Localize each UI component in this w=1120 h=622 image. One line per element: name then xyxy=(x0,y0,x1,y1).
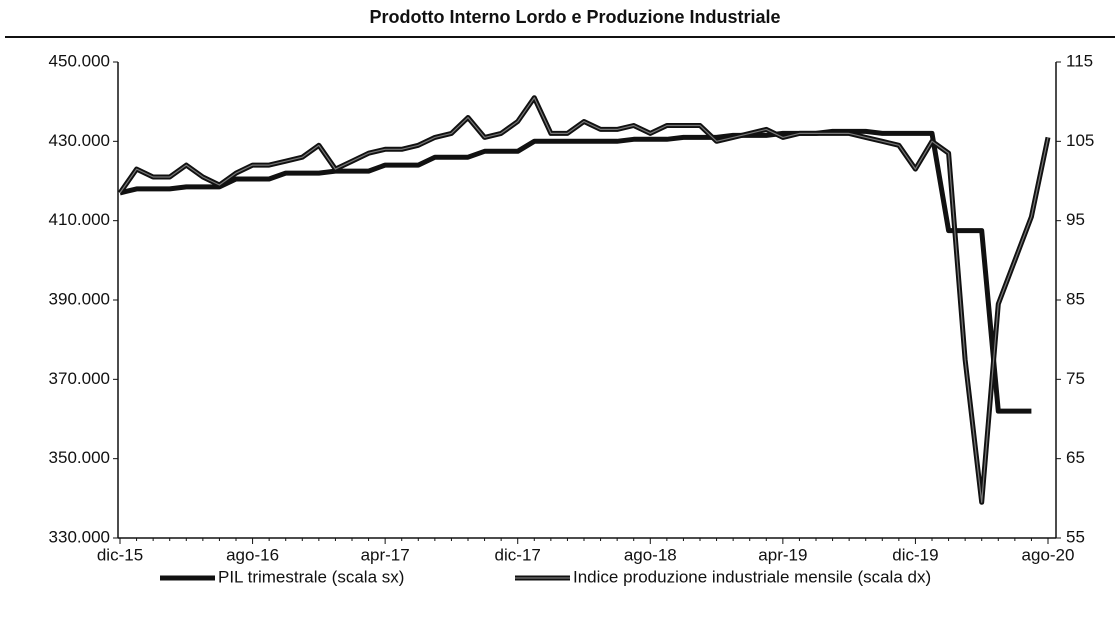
y2-tick-label: 95 xyxy=(1066,210,1085,229)
x-tick-label: dic-17 xyxy=(495,545,541,564)
y-tick-label: 450.000 xyxy=(49,51,110,70)
x-tick-label: ago-20 xyxy=(1022,545,1075,564)
legend-label: Indice produzione industriale mensile (s… xyxy=(573,567,931,586)
series-line xyxy=(119,128,1032,414)
series-line-inner xyxy=(119,97,1049,503)
y2-tick-label: 55 xyxy=(1066,527,1085,546)
legend-label: PIL trimestrale (scala sx) xyxy=(218,567,404,586)
y2-tick-label: 85 xyxy=(1066,289,1085,308)
y-tick-label: 390.000 xyxy=(49,289,110,308)
y-tick-label: 410.000 xyxy=(49,210,110,229)
y-tick-label: 430.000 xyxy=(49,131,110,150)
y2-tick-label: 105 xyxy=(1066,131,1094,150)
y2-tick-label: 115 xyxy=(1066,51,1093,70)
x-tick-label: dic-19 xyxy=(892,545,938,564)
x-tick-label: dic-15 xyxy=(97,545,143,564)
y-tick-label: 350.000 xyxy=(49,448,110,467)
y-tick-label: 330.000 xyxy=(49,527,110,546)
series-line xyxy=(117,95,1051,505)
x-tick-label: ago-16 xyxy=(226,545,279,564)
y-tick-label: 370.000 xyxy=(49,369,110,388)
x-tick-label: apr-17 xyxy=(361,545,410,564)
chart-title: Prodotto Interno Lordo e Produzione Indu… xyxy=(370,7,781,27)
y2-tick-label: 65 xyxy=(1066,448,1085,467)
x-tick-label: apr-19 xyxy=(758,545,807,564)
y2-tick-label: 75 xyxy=(1066,369,1085,388)
x-tick-label: ago-18 xyxy=(624,545,677,564)
